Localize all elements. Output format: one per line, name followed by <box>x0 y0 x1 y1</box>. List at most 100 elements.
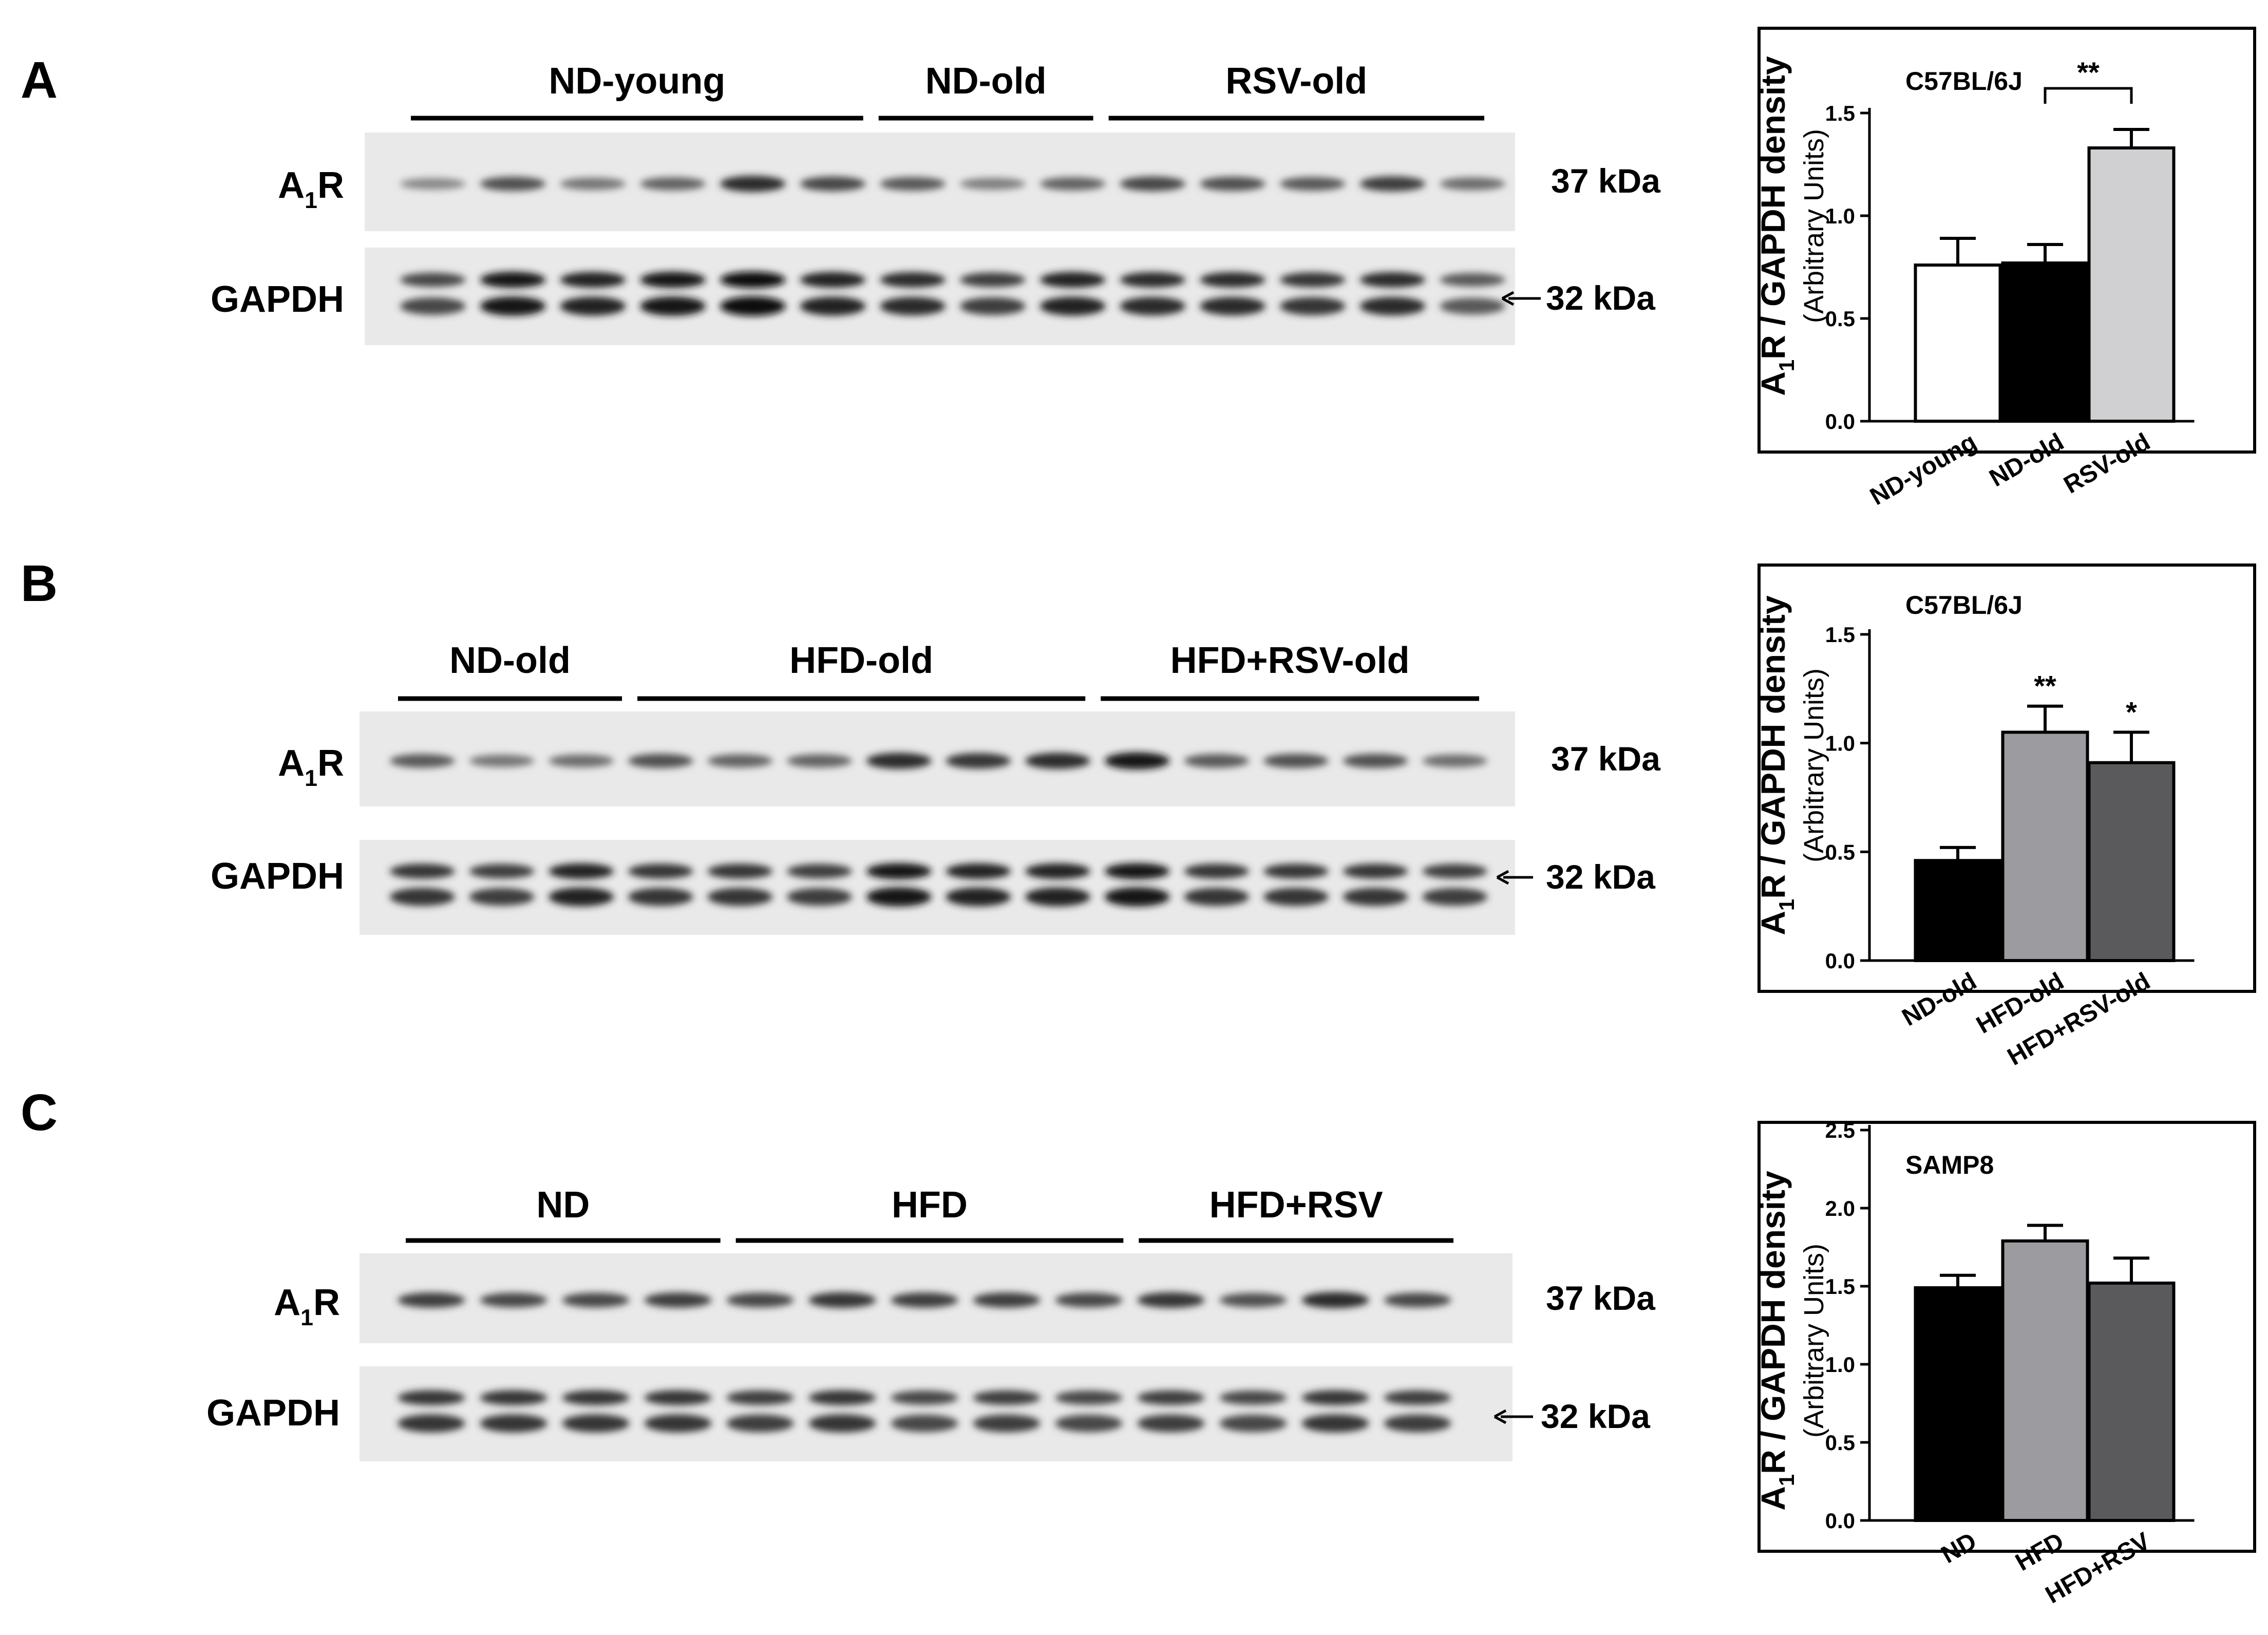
blot-band-lower <box>1440 297 1505 315</box>
blot-band-lower <box>707 888 773 906</box>
blot-label-a1r-tail: R <box>317 165 344 206</box>
blot-band <box>1279 177 1346 191</box>
blot-band <box>640 177 706 191</box>
blot-band-upper <box>1422 863 1488 879</box>
blot-band-lower <box>628 888 693 906</box>
blot-label-a1r: A1R <box>278 743 344 791</box>
blot-band-upper <box>1279 272 1346 288</box>
bar-nd <box>1914 1286 2002 1523</box>
blot-band-upper <box>960 272 1026 287</box>
bar-nd-young <box>1914 264 2002 423</box>
blot-band-lower <box>1219 1415 1287 1432</box>
blot-band-upper <box>1184 863 1250 879</box>
blot-band-lower <box>560 296 626 316</box>
blot-label-a1r-main: A <box>278 743 305 784</box>
y-axis-label: A1R / GAPDH density <box>1754 1171 1799 1511</box>
blot-band <box>1219 1293 1287 1307</box>
blot-label-a1r-main: A <box>278 165 305 206</box>
chart-frame <box>1757 27 2256 454</box>
group-label: HFD+RSV-old <box>1170 640 1410 681</box>
blot-band-lower <box>1120 297 1186 315</box>
blot-membrane <box>365 248 1515 345</box>
y-axis-sublabel: (Arbitrary Units) <box>1799 129 1829 323</box>
blot-band-upper <box>1104 863 1170 879</box>
bar-rsv-old <box>2087 146 2176 423</box>
blot-membrane <box>360 840 1515 935</box>
panel-c: C ND HFD HFD+RSV A1R 37 kDa GAPDH 32 kDa <box>21 1084 1656 1461</box>
x-tick-label: ND <box>1937 1528 1981 1569</box>
chart-title: C57BL/6J <box>1905 591 2023 619</box>
chart-frame <box>1757 563 2256 993</box>
blot-band-lower <box>946 887 1011 907</box>
significance-marker: ** <box>2034 670 2056 702</box>
y-axis-label-tail: R / GAPDH density <box>1754 595 1792 899</box>
blot-label-a1r: A1R <box>278 165 344 213</box>
arrow-head-icon <box>1494 1409 1507 1424</box>
y-tick-label: 2.5 <box>1825 1118 1855 1142</box>
blot-band <box>1263 754 1329 768</box>
blot-band <box>628 754 693 768</box>
blot-membrane <box>360 711 1515 806</box>
y-tick-label: 1.0 <box>1825 204 1855 228</box>
y-axis-label-main: A <box>1754 911 1792 935</box>
blot-band-lower <box>1263 888 1329 906</box>
blot-band-lower <box>1184 888 1250 906</box>
blot-band <box>480 176 546 191</box>
bar-chart-2: 0.0 0.5 1.0 1.5 A1R / GAPDH density (Arbitrar… <box>1754 563 2256 1071</box>
blot-strip-a1r <box>360 1253 1513 1343</box>
blot-band-upper <box>480 1390 547 1405</box>
blot-label-a1r-subscript: 1 <box>305 766 317 791</box>
blot-band-upper <box>480 272 546 288</box>
blot-band <box>1384 1292 1451 1308</box>
blot-band-lower <box>389 888 455 906</box>
y-axis-label-main: A <box>1754 371 1792 396</box>
kda-label: 32 kDa <box>1541 1397 1651 1435</box>
blot-band-upper <box>1440 273 1505 287</box>
x-tick-label: ND-old <box>1898 968 1981 1032</box>
y-tick-label: 1.5 <box>1825 1274 1855 1299</box>
blot-band-lower <box>1359 297 1426 315</box>
blot-label-gapdh-main: GAPDH <box>206 1393 340 1434</box>
group-label: HFD+RSV <box>1209 1185 1383 1226</box>
bar-hfd <box>2001 1239 2089 1523</box>
blot-band-upper <box>1200 272 1265 288</box>
blot-band <box>1184 754 1250 768</box>
blot-band-upper <box>389 863 455 879</box>
arrow-head-icon <box>1496 870 1509 885</box>
blot-band-lower <box>480 1414 547 1433</box>
x-tick-label: RSV-old <box>2059 428 2155 499</box>
blot-band <box>1440 177 1505 191</box>
blot-band <box>644 1292 712 1308</box>
blot-band <box>891 1292 958 1308</box>
blot-band-upper <box>644 1390 712 1405</box>
blot-band <box>946 753 1011 769</box>
y-tick-label: 1.0 <box>1825 1352 1855 1377</box>
blot-band-lower <box>640 296 706 316</box>
blot-label-gapdh: GAPDH <box>211 279 344 320</box>
blot-membrane <box>360 1366 1513 1461</box>
blot-band-lower <box>720 296 786 316</box>
blot-label-a1r-subscript: 1 <box>305 188 317 213</box>
blot-band-upper <box>891 1390 958 1405</box>
group-label: RSV-old <box>1225 61 1367 102</box>
blot-band <box>1200 176 1265 191</box>
y-axis-sublabel: (Arbitrary Units) <box>1799 668 1829 862</box>
y-tick-label: 1.5 <box>1825 623 1855 647</box>
blot-band-upper <box>946 863 1011 879</box>
blot-band <box>1040 177 1106 191</box>
blot-band-upper <box>808 1390 876 1405</box>
blot-band-lower <box>469 888 535 906</box>
y-axis-label-tail: R / GAPDH density <box>1754 56 1792 360</box>
y-tick-label: 0.5 <box>1825 1431 1855 1455</box>
blot-band-upper <box>549 863 614 879</box>
y-axis-label-subscript: 1 <box>1774 1474 1799 1486</box>
blot-band <box>866 753 932 769</box>
group-label: ND-young <box>549 61 725 102</box>
blot-band <box>469 755 535 767</box>
blot-band-lower <box>1301 1414 1369 1433</box>
significance-marker: * <box>2126 696 2137 728</box>
blot-label-a1r-subscript: 1 <box>300 1305 313 1330</box>
blot-band-lower <box>644 1414 712 1433</box>
blot-label-a1r: A1R <box>274 1282 340 1330</box>
